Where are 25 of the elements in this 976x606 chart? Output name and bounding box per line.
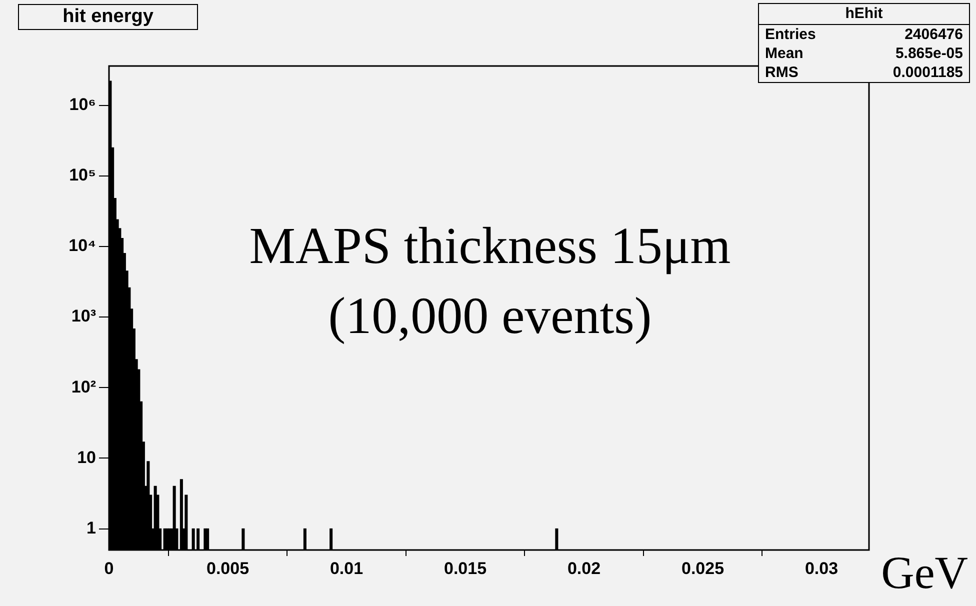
y-tick-label: 10² [71,377,96,396]
text: 2406476 [904,25,963,44]
text: 5.865e-05 [895,44,963,63]
text: hEhit [759,4,969,25]
x-tick-label: 0.025 [681,558,724,578]
text: 0.0001185 [892,63,963,82]
y-tick-label: 10⁶ [69,94,96,114]
annotation: (10,000 events) [327,287,653,347]
y-tick-label: 1 [86,518,96,538]
y-tick-label: 10³ [71,306,96,326]
text: Entries [765,25,816,44]
x-tick-label: 0.02 [567,558,601,578]
x-tick-label: 0 [104,558,114,578]
x-tick-label: 0.01 [330,558,364,578]
chart-title: hit energy [18,4,198,30]
text: Mean [765,44,804,63]
x-axis-title: GeV [881,546,968,600]
x-tick-label: 0.015 [444,558,487,578]
y-tick-label: 10⁴ [68,236,96,256]
annotation: MAPS thickness 15μm [248,217,732,277]
y-tick-label: 10⁵ [69,166,96,185]
y-tick-label: 10 [77,448,96,467]
x-tick-label: 0.005 [206,558,250,578]
annotation: RMS [765,63,798,82]
x-tick-label: 0.03 [804,558,838,578]
